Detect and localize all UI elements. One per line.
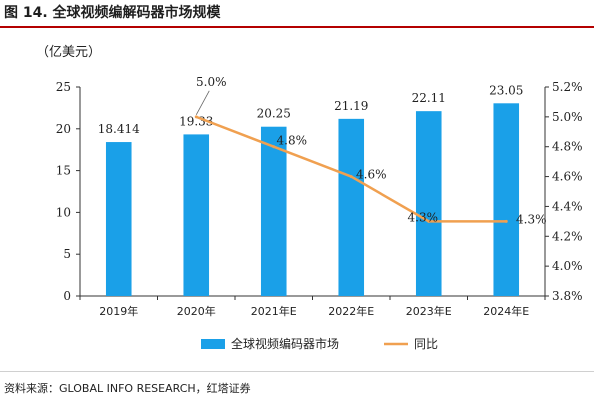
yoy-point — [349, 175, 353, 179]
left-axis-tick-label: 0 — [63, 289, 71, 303]
bar-value-label: 20.25 — [257, 107, 291, 121]
yoy-value-label: 4.8% — [277, 134, 308, 148]
left-axis-tick-label: 25 — [56, 80, 71, 94]
title-rule — [0, 26, 594, 28]
yoy-point — [194, 115, 198, 119]
line-series-group: 5.0% 4.8% 4.6% 4.3% 4.3% — [194, 75, 547, 226]
axes-group: 0 5 10 15 20 25 3.8% 4.0% 4.2% 4.4% 4.6% 4.8% 5.0% 5.… — [56, 80, 583, 318]
source-note: 资料来源：GLOBAL INFO RESEARCH，红塔证券 — [4, 382, 251, 395]
combo-chart: （亿美元） 0 5 10 15 20 25 3.8% 4.0% 4.2% 4.4% 4.6% 4.8%… — [36, 45, 583, 351]
bar — [260, 126, 287, 297]
bar-series-group: 18.414 19.33 20.25 21.19 22.11 23.05 — [98, 83, 523, 297]
bar-value-label: 23.05 — [489, 83, 523, 97]
left-axis-tick-label: 10 — [56, 205, 71, 219]
bar-value-label: 22.11 — [412, 91, 446, 105]
bar — [415, 111, 442, 296]
x-axis-category-label: 2024年E — [483, 304, 529, 318]
x-axis-category-label: 2023年E — [406, 304, 452, 318]
yoy-value-label: 5.0% — [196, 75, 227, 89]
legend-swatch-bar — [201, 339, 225, 349]
legend-label-bar: 全球视频编码器市场 — [231, 336, 339, 351]
x-axis-category-label: 2020年 — [177, 304, 216, 318]
source-divider — [0, 371, 594, 372]
bar — [493, 103, 520, 296]
left-axis-tick-label: 20 — [56, 122, 71, 136]
bar — [105, 142, 132, 296]
yoy-value-label: 4.3% — [408, 210, 439, 224]
x-axis-category-label: 2022年E — [328, 304, 374, 318]
right-axis-tick-label: 4.0% — [552, 259, 583, 273]
yoy-label-leader — [195, 90, 210, 116]
right-axis-tick-label: 4.8% — [552, 140, 583, 154]
x-axis-category-label: 2019年 — [99, 304, 138, 318]
right-axis-tick-label: 3.8% — [552, 289, 583, 303]
x-axis-category-label: 2021年E — [251, 304, 297, 318]
legend: 全球视频编码器市场 同比 — [201, 336, 438, 351]
yoy-value-label: 4.6% — [356, 168, 387, 182]
figure-title: 图 14. 全球视频编解码器市场规模 — [4, 5, 221, 21]
y-axis-unit-label: （亿美元） — [36, 45, 101, 60]
bar-value-label: 18.414 — [98, 122, 140, 136]
right-axis-tick-label: 5.2% — [552, 80, 583, 94]
yoy-value-label: 4.3% — [516, 212, 547, 226]
legend-label-line: 同比 — [414, 337, 438, 351]
yoy-point — [504, 219, 508, 223]
right-axis-tick-label: 4.2% — [552, 229, 583, 243]
yoy-point — [427, 219, 431, 223]
bar-value-label: 21.19 — [334, 99, 368, 113]
left-axis-tick-label: 15 — [56, 164, 71, 178]
yoy-point — [272, 145, 276, 149]
right-axis-tick-label: 4.6% — [552, 170, 583, 184]
bar — [338, 118, 365, 297]
right-axis-tick-label: 5.0% — [552, 110, 583, 124]
right-axis-tick-label: 4.4% — [552, 199, 583, 213]
bar — [183, 134, 210, 296]
bar-value-label: 19.33 — [179, 114, 213, 128]
left-axis-tick-label: 5 — [63, 247, 71, 261]
